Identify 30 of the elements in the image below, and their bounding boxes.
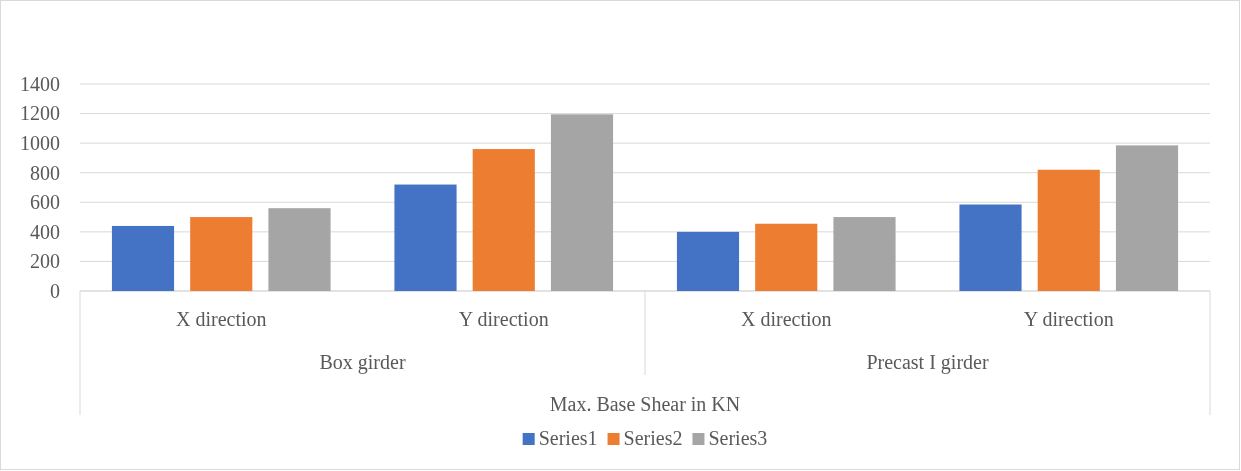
y-tick-label: 200 xyxy=(30,250,60,273)
y-tick-label: 1000 xyxy=(20,132,60,155)
y-tick-label: 400 xyxy=(30,220,60,243)
x-tick-label: Y direction xyxy=(1023,308,1114,330)
y-tick-label: 1400 xyxy=(20,72,60,95)
bar xyxy=(550,114,614,291)
legend-label: Series3 xyxy=(708,427,768,449)
bar xyxy=(676,231,740,291)
x-tick-label: X direction xyxy=(740,308,832,330)
x-axis-title: Max. Base Shear in KN xyxy=(549,393,741,415)
legend-label: Series2 xyxy=(623,427,683,449)
y-tick-label: 1200 xyxy=(20,102,60,125)
text: Box girder xyxy=(319,351,406,374)
bar xyxy=(394,184,457,291)
y-tick-label: 600 xyxy=(30,191,60,214)
bar xyxy=(755,223,818,291)
bar xyxy=(268,208,331,291)
y-tick-label: 800 xyxy=(30,161,60,184)
text: Precast I girder xyxy=(866,351,989,374)
bar xyxy=(472,149,535,291)
bar xyxy=(959,204,1022,291)
bar xyxy=(833,217,896,291)
legend-label: Series1 xyxy=(538,427,598,449)
x-tick-label: X direction xyxy=(175,308,267,330)
x-tick-label: Y direction xyxy=(458,308,549,330)
bar xyxy=(1037,169,1100,291)
bar xyxy=(190,217,253,291)
y-tick-label: 0 xyxy=(50,279,60,302)
bar xyxy=(1115,145,1179,291)
bar xyxy=(111,225,175,291)
